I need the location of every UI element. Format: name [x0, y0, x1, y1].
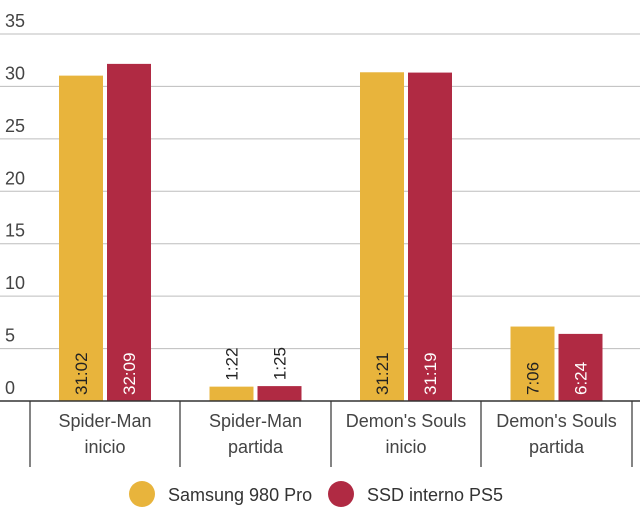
bar-ps5 [558, 333, 603, 401]
y-tick-label: 35 [5, 11, 25, 31]
legend-swatch [328, 481, 354, 507]
y-axis-ticks: 0 5 10 15 20 25 30 35 [5, 11, 25, 398]
x-axis [0, 400, 640, 467]
category-label: Demon's Souls [346, 411, 467, 431]
bar-ps5 [257, 386, 302, 401]
y-tick-label: 30 [5, 63, 25, 83]
legend-swatch [129, 481, 155, 507]
bar-samsung [360, 72, 404, 401]
bar-ps5 [408, 72, 452, 401]
bar-value-label: 7:06 [524, 362, 543, 395]
category-label: Spider-Man [58, 411, 151, 431]
bar-value-label: 31:02 [72, 352, 91, 395]
bar-value-label: 1:25 [271, 347, 290, 380]
bar-value-label: 32:09 [120, 352, 139, 395]
bar-value-label: 6:24 [572, 362, 591, 395]
category-label: partida [529, 437, 585, 457]
bars [59, 63, 603, 402]
legend-label: Samsung 980 Pro [168, 485, 312, 505]
category-label: partida [228, 437, 284, 457]
y-tick-label: 0 [5, 378, 15, 398]
category-label: inicio [84, 437, 125, 457]
grid-lines [0, 33, 640, 350]
bar-value-labels: 31:02 32:09 1:22 1:25 31:21 31:19 7:06 6:24 [72, 347, 591, 395]
bar-samsung [209, 386, 254, 401]
y-tick-label: 5 [5, 326, 15, 346]
bar-value-label: 31:19 [421, 352, 440, 395]
category-label: Demon's Souls [496, 411, 617, 431]
bar-ps5 [107, 63, 151, 402]
bar-samsung [510, 326, 555, 401]
bar-value-label: 31:21 [373, 352, 392, 395]
bar-value-label: 1:22 [223, 348, 242, 381]
y-tick-label: 10 [5, 273, 25, 293]
category-label: inicio [385, 437, 426, 457]
y-tick-label: 25 [5, 116, 25, 136]
bar-samsung [59, 75, 103, 401]
y-tick-label: 15 [5, 221, 25, 241]
legend: Samsung 980 Pro SSD interno PS5 [129, 481, 503, 507]
y-tick-label: 20 [5, 168, 25, 188]
category-labels: Spider-Man inicio Spider-Man partida Demon's… [58, 411, 616, 457]
legend-label: SSD interno PS5 [367, 485, 503, 505]
category-label: Spider-Man [209, 411, 302, 431]
